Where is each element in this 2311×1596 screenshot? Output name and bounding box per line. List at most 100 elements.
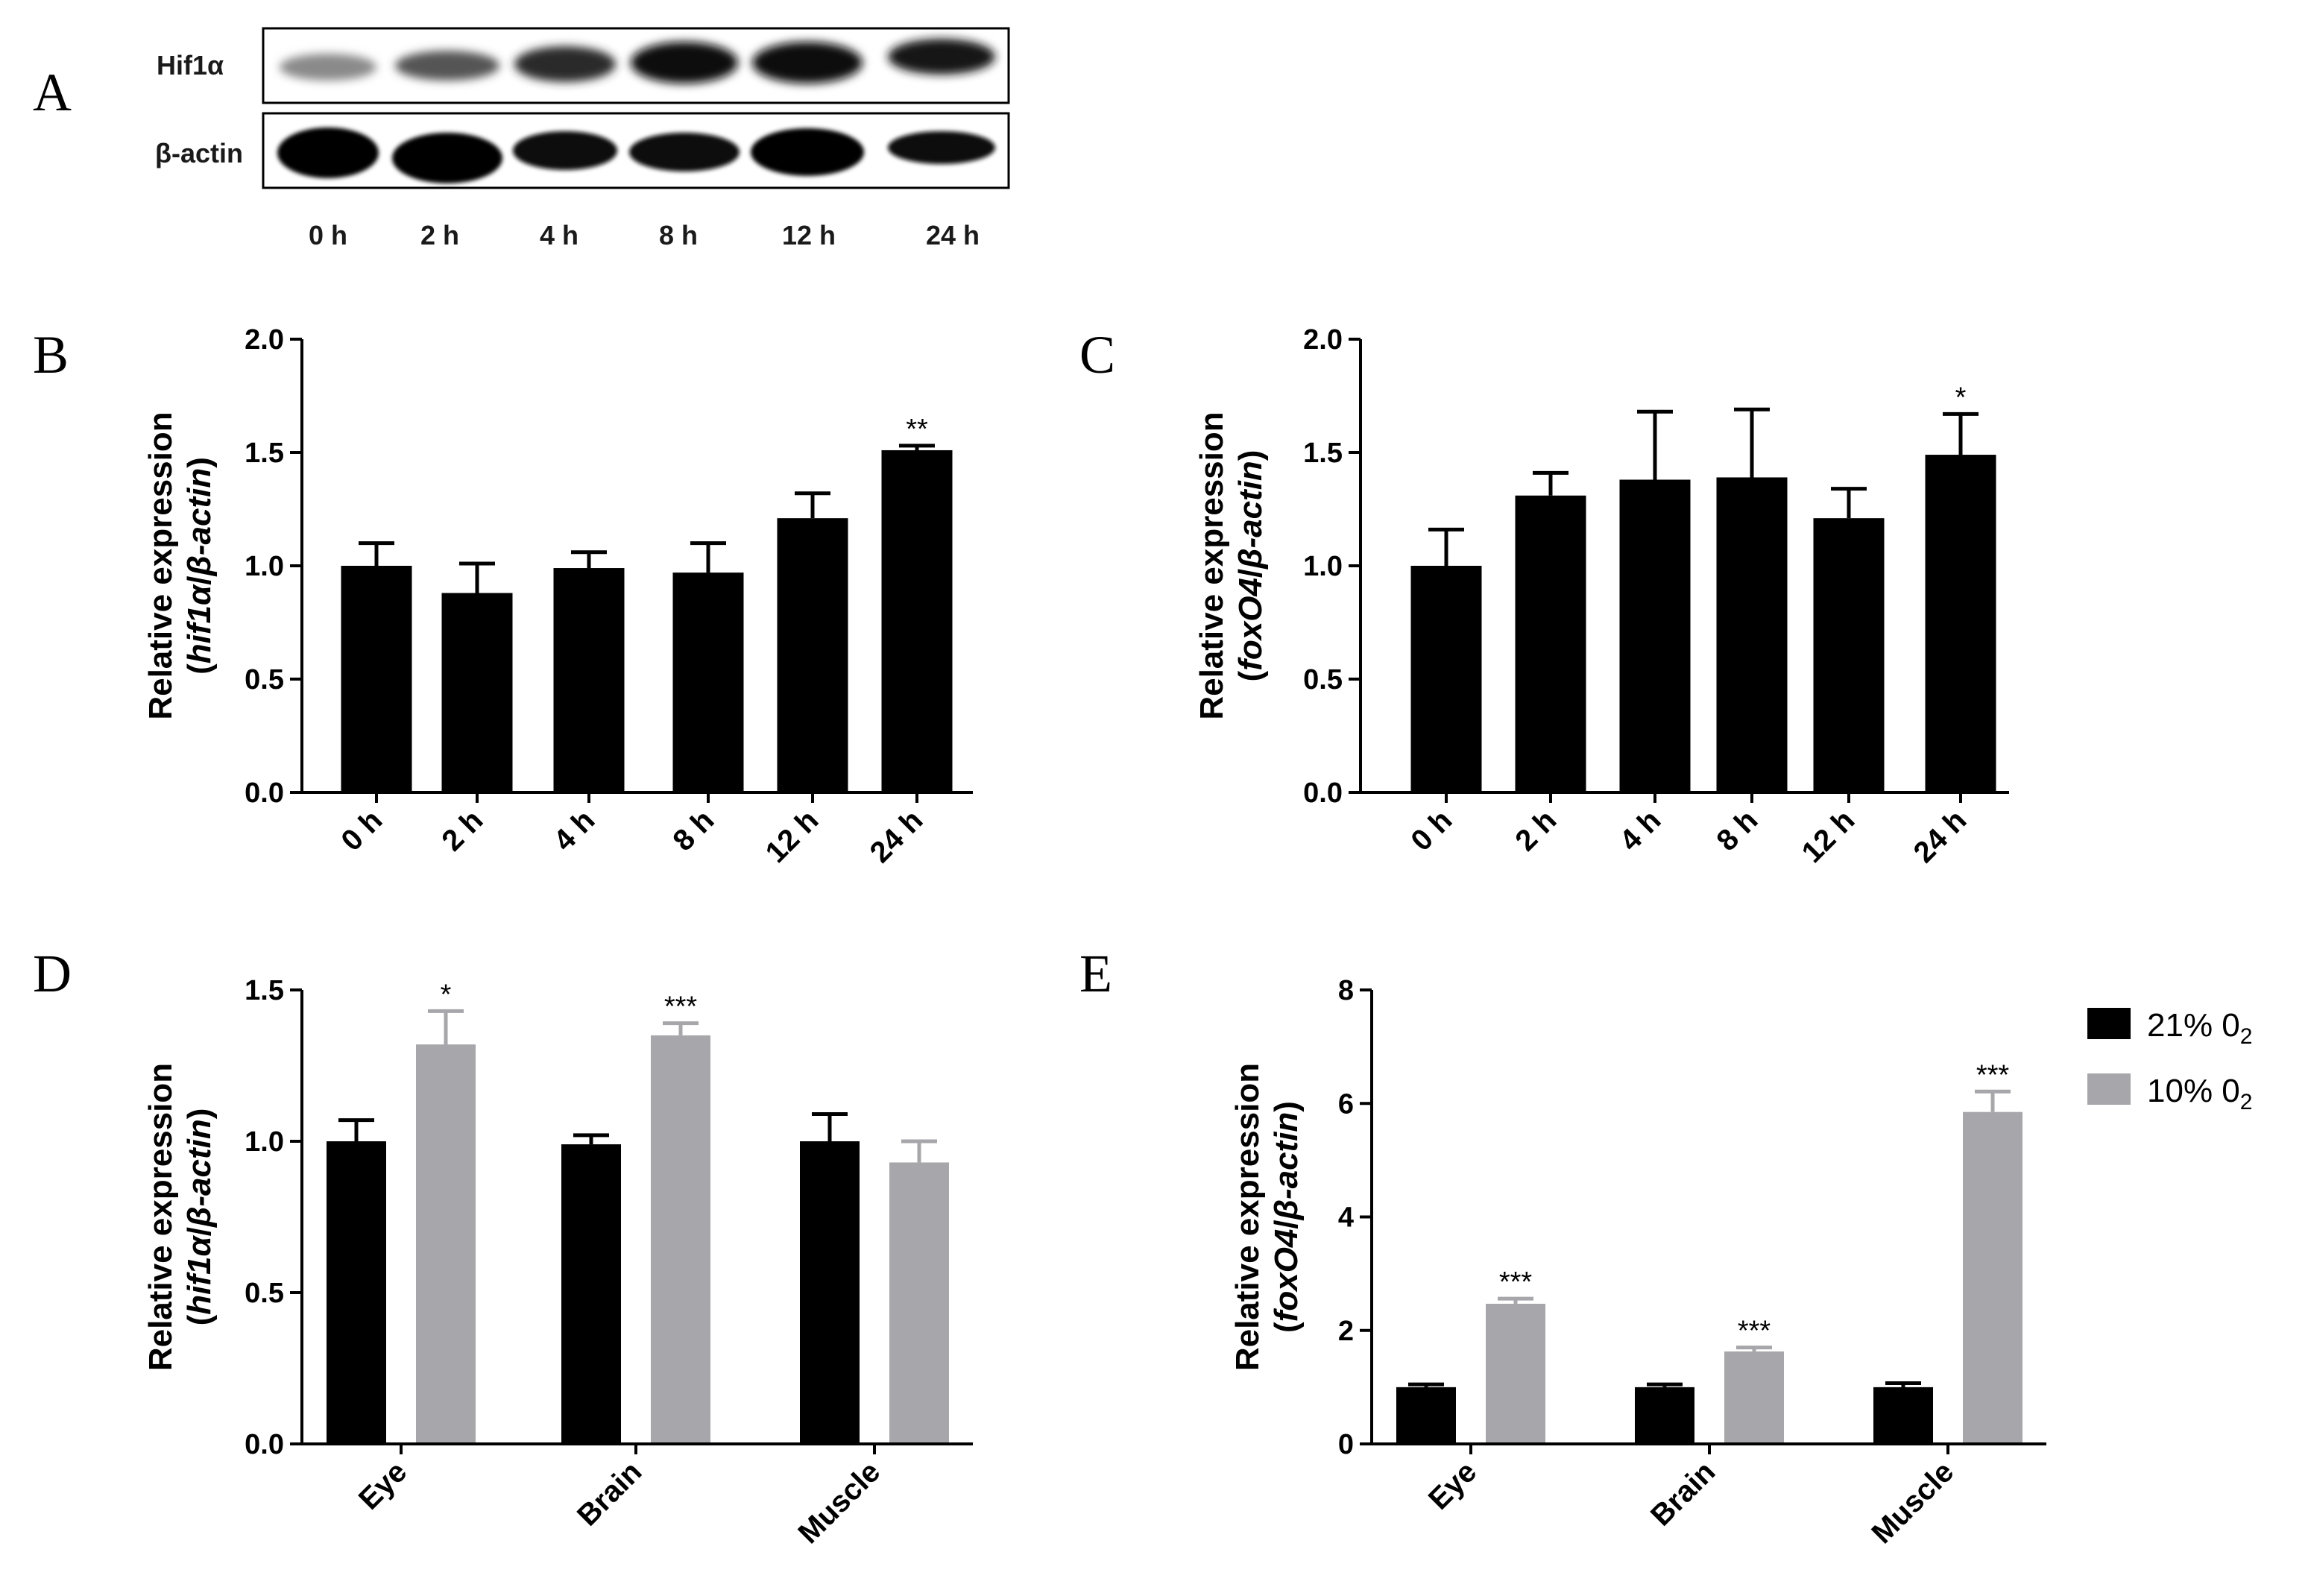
x-tick-label: 2 h (1509, 804, 1563, 857)
bar-e-1-1 (1724, 1351, 1784, 1444)
y-axis-label-part: / (1232, 569, 1269, 578)
blot-row-label-hif1a: Hif1α (157, 50, 224, 81)
y-axis-label-part: foxO4 (1232, 578, 1269, 671)
bar-e-1-2 (1963, 1111, 2022, 1444)
western-blot: Hif1α β-actin 0 h 2 h 4 h 8 h 12 h 24 h (155, 27, 1010, 250)
y-tick-label: 1.0 (245, 1126, 284, 1158)
significance-marker: *** (664, 991, 698, 1023)
x-tick-label: Muscle (1865, 1455, 1960, 1550)
y-axis-label-part: β-actin (1232, 461, 1269, 570)
significance-marker: *** (1499, 1267, 1533, 1298)
chart-e-foxo4-tissues: *** *** *** 0 2 4 6 8 Eye Brain Muscle Relative exp… (1229, 975, 2046, 1550)
bar-c-0-0 (1410, 566, 1482, 792)
y-axis-label: Relative expression (142, 1063, 179, 1371)
blot-actin-bands (277, 127, 995, 183)
band-hif1a-4h (514, 46, 616, 82)
panel-label-b: B (33, 325, 69, 385)
band-hif1a-0h (280, 54, 376, 81)
bar-d-1-1 (651, 1035, 710, 1444)
y-tick-label: 0.0 (245, 778, 284, 809)
y-axis-label-gene: (hif1α/β-actin) (181, 457, 218, 675)
legend-swatch-10 (2087, 1073, 2131, 1105)
y-axis-label-part: ) (181, 457, 218, 468)
bar-d-0-2 (800, 1141, 860, 1444)
significance-marker: * (441, 979, 452, 1010)
y-tick-label: 6 (1338, 1088, 1354, 1120)
y-axis-label-part: foxO4 (1268, 1229, 1305, 1322)
panel-label-c: C (1079, 325, 1115, 385)
x-tick-label: Brain (1645, 1455, 1721, 1532)
y-tick-label: 1.5 (245, 438, 284, 469)
legend-label-10: 10% 02 (2147, 1073, 2252, 1114)
x-tick-label: 0 h (335, 804, 388, 857)
bar-c-0-3 (1716, 477, 1788, 792)
bar-b-0-3 (672, 573, 744, 792)
x-tick-label: 24 h (1908, 804, 1973, 869)
y-axis-label-part: / (181, 575, 218, 584)
bar-d-0-0 (327, 1141, 386, 1444)
band-hif1a-2h (395, 51, 499, 81)
panel-label-d: D (33, 944, 72, 1003)
y-axis-label-gene: (foxO4/β-actin) (1268, 1101, 1305, 1333)
y-axis-label-part: hif1α (181, 584, 218, 663)
blot-lane-label: 4 h (540, 220, 578, 250)
bar-d-1-2 (889, 1162, 949, 1444)
legend: 21% 02 10% 02 (2087, 1007, 2252, 1114)
bar-d-0-1 (561, 1144, 621, 1444)
y-tick-label: 0.0 (1303, 778, 1343, 809)
y-axis-label-gene: (foxO4/β-actin) (1232, 450, 1269, 682)
significance-marker: * (1955, 382, 1967, 413)
y-tick-label: 1.5 (245, 975, 284, 1006)
bar-e-0-1 (1635, 1387, 1694, 1444)
x-tick-label: Eye (353, 1455, 413, 1515)
x-tick-label: 24 h (864, 804, 930, 869)
y-axis-label-part: ) (1232, 450, 1269, 461)
x-tick-label: 8 h (666, 804, 720, 857)
y-tick-label: 8 (1338, 975, 1354, 1006)
blot-lane-label: 8 h (659, 220, 698, 250)
bar-e-0-2 (1873, 1387, 1933, 1444)
band-hif1a-24h (888, 39, 995, 75)
x-tick-label: 12 h (1796, 804, 1861, 869)
bar-c-0-1 (1515, 495, 1586, 792)
x-tick-label: 12 h (760, 804, 825, 869)
y-tick-label: 1.0 (1303, 551, 1343, 582)
bar-b-0-2 (553, 568, 625, 792)
band-actin-24h (888, 131, 995, 164)
y-tick-label: 4 (1338, 1202, 1354, 1234)
y-axis-label-gene: (hif1α/β-actin) (181, 1108, 218, 1326)
y-axis-label-part: ( (1232, 670, 1269, 681)
band-hif1a-8h (631, 42, 738, 83)
bar-c-0-5 (1925, 455, 1996, 792)
band-actin-8h (629, 133, 740, 171)
blot-lane-label: 0 h (309, 220, 347, 250)
panel-label-e: E (1079, 944, 1112, 1003)
y-tick-label: 2 (1338, 1316, 1354, 1347)
x-tick-label: 0 h (1404, 804, 1458, 857)
panel-label-a: A (33, 63, 72, 122)
y-tick-label: 0.5 (245, 664, 284, 696)
bar-b-0-4 (777, 518, 848, 792)
legend-swatch-21 (2087, 1008, 2131, 1039)
chart-b-hif1a-timecourse: ** 0.0 0.5 1.0 1.5 2.0 0 h 2 h 4 h 8 h 12 h 24 h Rel… (142, 324, 973, 869)
band-actin-2h (392, 133, 502, 183)
y-axis-label-part: β-actin (181, 1119, 218, 1228)
chart-c-foxo4-timecourse: * 0.0 0.5 1.0 1.5 2.0 0 h 2 h 4 h 8 h 12 h 24 h Rela… (1194, 324, 2009, 869)
bar-e-1-0 (1486, 1303, 1545, 1444)
y-axis-label-part: β-actin (181, 468, 218, 577)
bar-b-0-1 (441, 593, 513, 792)
band-actin-12h (751, 128, 864, 176)
y-tick-label: 0 (1338, 1429, 1354, 1460)
x-tick-label: 4 h (1613, 804, 1667, 857)
bar-b-0-5 (881, 450, 953, 792)
x-tick-label: 2 h (435, 804, 489, 857)
x-tick-label: Muscle (792, 1455, 886, 1550)
y-axis-label-part: / (181, 1227, 218, 1236)
y-axis-label: Relative expression (1229, 1063, 1266, 1371)
y-axis-label-part: ( (181, 1314, 218, 1325)
band-actin-0h (277, 127, 379, 178)
band-actin-4h (513, 131, 617, 170)
blot-lane-label: 2 h (420, 220, 459, 250)
